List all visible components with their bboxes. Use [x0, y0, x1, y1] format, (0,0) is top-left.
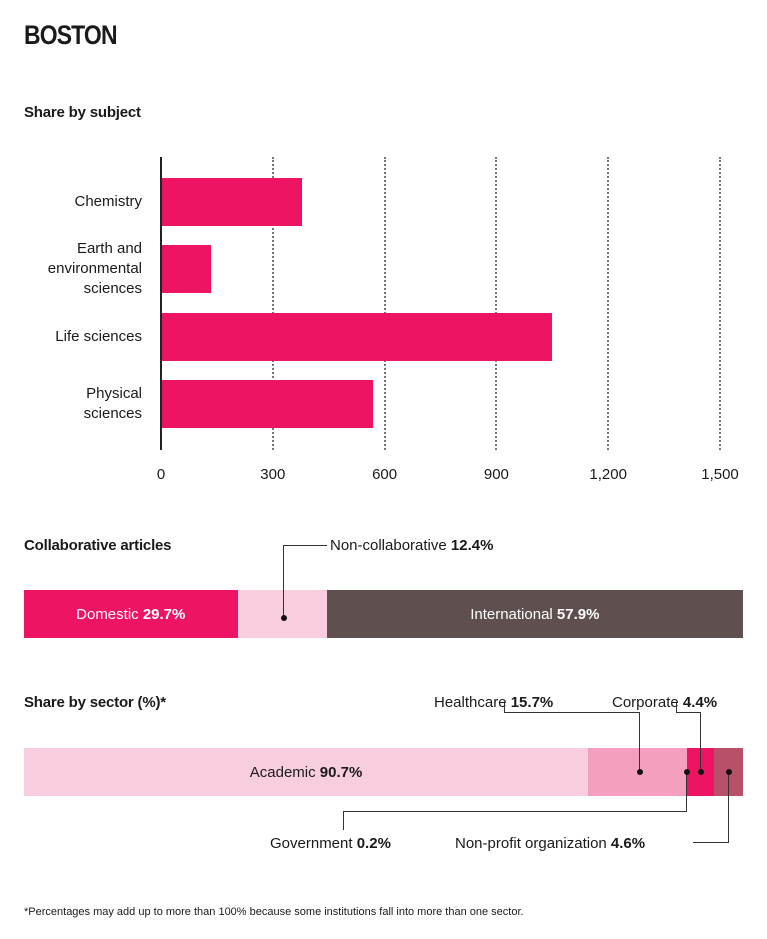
leader-line	[676, 712, 701, 772]
bar-life-sciences	[162, 313, 552, 361]
bar-chemistry	[162, 178, 303, 226]
footnote: *Percentages may add up to more than 100…	[24, 906, 524, 918]
category-label-line: Earth and	[76, 240, 142, 257]
category-label-line: sciences	[83, 405, 142, 422]
category-label: Physical sciences	[84, 384, 142, 424]
leader-dot	[698, 769, 704, 775]
segment-name: Healthcare	[434, 694, 511, 711]
segment-label: Healthcare 15.7%	[434, 694, 553, 711]
segment-value: 4.6%	[610, 835, 646, 852]
category-label: Life sciences	[55, 327, 142, 347]
segment-label: Non-collaborative 12.4%	[330, 537, 493, 554]
gridline	[271, 157, 274, 450]
segment-value: 57.9%	[556, 606, 600, 623]
segment-domestic	[24, 590, 238, 638]
segment-value: 90.7%	[319, 764, 363, 781]
category-label-line: Chemistry	[74, 193, 142, 210]
subject-chart-title: Share by subject	[24, 104, 141, 121]
leader-line	[504, 712, 640, 772]
segment-value: 15.7%	[510, 694, 554, 711]
segment-name: Academic	[249, 764, 320, 781]
segment-value: 12.4%	[450, 537, 494, 554]
leader-dot	[684, 769, 690, 775]
leader-line	[693, 772, 729, 843]
x-tick-label: 1,500	[701, 466, 739, 483]
sector-chart-title: Share by sector (%)*	[24, 694, 166, 711]
segment-label: Non-profit organization 4.6%	[455, 835, 645, 852]
category-label-line: Physical	[86, 385, 142, 402]
leader-dot	[280, 615, 287, 621]
category-label-line: environmental	[47, 260, 142, 277]
leader-line	[676, 703, 677, 712]
page-title: BOSTON	[24, 20, 118, 50]
gridline	[495, 157, 498, 450]
segment-name: Corporate	[612, 694, 683, 711]
x-tick-label: 900	[483, 466, 509, 483]
segment-label: Corporate 4.4%	[612, 694, 717, 711]
segment-value: 4.4%	[682, 694, 718, 711]
segment-value: 0.2%	[356, 835, 391, 852]
gridline	[607, 157, 610, 450]
leader-line	[283, 545, 327, 618]
leader-line	[343, 772, 687, 812]
leader-line	[343, 812, 344, 830]
x-tick-label: 300	[260, 466, 286, 483]
category-label-line: Life sciences	[55, 328, 142, 345]
segment-name: Government	[270, 835, 357, 852]
leader-dot	[726, 769, 732, 775]
segment-international	[326, 590, 743, 638]
leader-line	[504, 703, 505, 712]
segment-healthcare	[588, 748, 686, 796]
category-label: Earth and environmental sciences	[48, 239, 142, 299]
segment-name: Non-profit organization	[455, 835, 611, 852]
segment-academic	[24, 748, 589, 796]
segment-label: Government 0.2%	[270, 835, 391, 852]
segment-name: International	[470, 606, 557, 623]
segment-label: Domestic 29.7%	[24, 606, 238, 623]
x-tick-label: 0	[156, 466, 166, 483]
gridline	[383, 157, 386, 450]
collab-chart-title: Collaborative articles	[24, 537, 172, 554]
leader-dot	[637, 769, 643, 775]
bar-earth-and-environmental-sciences	[162, 245, 211, 293]
x-tick-label: 1,200	[589, 466, 627, 483]
gridline	[719, 157, 721, 450]
x-tick-label: 600	[372, 466, 398, 483]
category-label-line: sciences	[83, 280, 142, 297]
bar-physical-sciences	[162, 380, 373, 428]
category-label: Chemistry	[74, 192, 142, 212]
segment-name: Non-collaborative	[330, 537, 451, 554]
segment-label: Academic 90.7%	[24, 764, 588, 781]
y-axis-line	[160, 157, 162, 450]
segment-label: International 57.9%	[327, 606, 743, 623]
segment-non-collaborative	[237, 590, 327, 638]
segment-value: 29.7%	[142, 606, 186, 623]
segment-name: Domestic	[76, 606, 143, 623]
